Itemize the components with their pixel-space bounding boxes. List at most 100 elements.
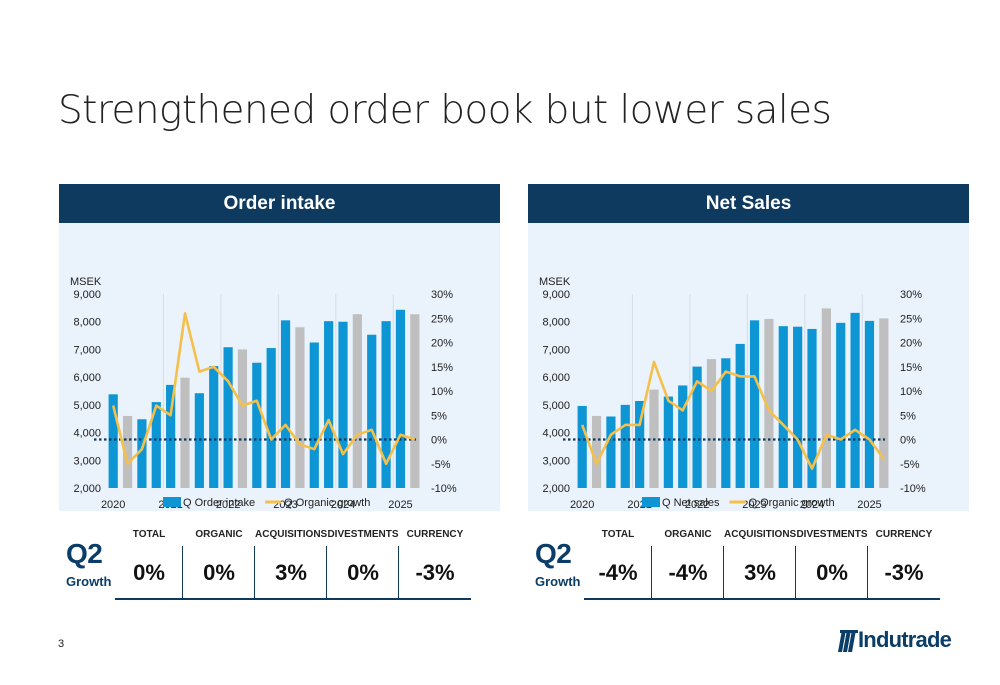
metric-value: 3% xyxy=(275,560,307,585)
y2-tick-label: 25% xyxy=(900,313,922,325)
bar xyxy=(122,415,133,488)
page-title: Strengthened order book but lower sales xyxy=(58,88,832,133)
metric-divider xyxy=(182,546,183,598)
metric-acquisitions: ACQUISITIONS 3% xyxy=(724,526,796,600)
order-intake-growth: Q2 Growth TOTAL 0% ORGANIC 0% ACQUISITIO… xyxy=(64,526,479,600)
y2-tick-label: 0% xyxy=(900,435,916,447)
y2-tick-label: 25% xyxy=(431,313,453,325)
metric-total: TOTAL 0% xyxy=(115,526,183,600)
order-intake-panel: Order intake MSEK 2,000 3,000 4,000 5,000 6,0… xyxy=(59,184,500,511)
bar xyxy=(635,400,645,488)
x-year-label: 2024 xyxy=(800,499,824,511)
bar xyxy=(591,415,602,488)
bar xyxy=(295,327,305,488)
bar xyxy=(266,348,276,488)
metric-divestments: DIVESTMENTS 0% xyxy=(327,526,399,600)
bar xyxy=(223,347,233,488)
y2-tick-label: 0% xyxy=(431,435,447,447)
bar xyxy=(577,405,587,488)
y-tick-label: 7,000 xyxy=(542,344,570,356)
bar xyxy=(735,343,745,488)
page-number: 3 xyxy=(58,638,65,650)
y2-tick-label: 20% xyxy=(900,338,922,350)
metric-organic: ORGANIC 0% xyxy=(183,526,255,600)
metric-header: ORGANIC xyxy=(664,529,712,540)
bar xyxy=(663,396,673,488)
metric-divider xyxy=(398,546,399,598)
metric-value: 0% xyxy=(133,560,165,585)
legend-line-label: Q Organic growth xyxy=(284,497,370,509)
legend-bar-label: Q Order intake xyxy=(183,497,255,509)
bar xyxy=(338,321,348,488)
x-year-label: 2020 xyxy=(101,499,125,511)
order-intake-chart-area: MSEK 2,000 3,000 4,000 5,000 6,000 7,000 8,000 9… xyxy=(59,223,500,511)
bar xyxy=(764,318,774,488)
metric-header: TOTAL xyxy=(601,529,635,540)
y-tick-label: 2,000 xyxy=(542,483,570,495)
y2-tick-label: -10% xyxy=(431,483,457,495)
metric-value: -4% xyxy=(598,560,638,585)
legend-bar-label: Q Net sales xyxy=(662,497,720,509)
metric-header: CURRENCY xyxy=(406,529,464,540)
bar xyxy=(252,362,262,488)
bar xyxy=(692,366,702,488)
bar xyxy=(137,419,147,488)
bar xyxy=(836,322,846,488)
y2-tick-label: 15% xyxy=(900,362,922,374)
y2-tick-label: -5% xyxy=(431,459,451,471)
bar xyxy=(395,309,406,488)
legend-line-label: Q Organic growth xyxy=(748,497,834,509)
x-year-label: 2024 xyxy=(331,499,355,511)
order-intake-chart: MSEK 2,000 3,000 4,000 5,000 6,000 7,000 8,000 9… xyxy=(70,276,457,511)
y-tick-label: 6,000 xyxy=(542,372,570,384)
y2-tick-label: -10% xyxy=(900,483,926,495)
bar xyxy=(280,320,291,488)
metric-divider xyxy=(723,546,724,598)
indutrade-logo: Indutrade xyxy=(836,624,952,658)
metric-divider xyxy=(795,546,796,598)
net-sales-growth: Q2 Growth TOTAL -4% ORGANIC -4% ACQUISIT… xyxy=(533,526,948,600)
y2-tick-label: 30% xyxy=(431,289,453,301)
net-sales-header: Net Sales xyxy=(528,184,969,223)
metric-divider xyxy=(326,546,327,598)
y-tick-label: 2,000 xyxy=(73,483,101,495)
y-tick-label: 8,000 xyxy=(73,317,101,329)
x-year-label: 2022 xyxy=(685,499,709,511)
metric-organic: ORGANIC -4% xyxy=(652,526,724,600)
bar xyxy=(108,394,118,488)
metric-header: TOTAL xyxy=(132,529,166,540)
net-sales-chart-area: MSEK 2,000 3,000 4,000 5,000 6,000 7,000 8,000 9… xyxy=(528,223,969,511)
legend-bar-swatch xyxy=(642,497,660,507)
y2-tick-label: 10% xyxy=(431,386,453,398)
y-axis-unit-label: MSEK xyxy=(539,276,571,288)
metric-acquisitions: ACQUISITIONS 3% xyxy=(255,526,327,600)
bar xyxy=(821,308,831,488)
y2-tick-label: 5% xyxy=(431,410,447,422)
net-sales-chart: MSEK 2,000 3,000 4,000 5,000 6,000 7,000 8,000 9… xyxy=(539,276,926,511)
metric-header: DIVESTMENTS xyxy=(327,529,399,540)
bar xyxy=(237,349,248,488)
bar xyxy=(151,402,161,488)
bar xyxy=(410,314,420,488)
metric-currency: CURRENCY -3% xyxy=(399,526,471,600)
metric-value: 0% xyxy=(203,560,235,585)
metric-value: -3% xyxy=(884,560,924,585)
growth-quarter-label: Q2 xyxy=(66,538,103,569)
x-year-label: 2020 xyxy=(570,499,594,511)
bar xyxy=(606,416,616,488)
metric-value: -3% xyxy=(415,560,455,585)
metric-divider xyxy=(254,546,255,598)
y-tick-label: 5,000 xyxy=(73,400,101,412)
x-year-label: 2025 xyxy=(857,499,881,511)
y-tick-label: 3,000 xyxy=(542,455,570,467)
y-tick-label: 9,000 xyxy=(73,289,101,301)
y-axis-unit-label: MSEK xyxy=(70,276,102,288)
metric-value: -4% xyxy=(668,560,708,585)
y-tick-label: 5,000 xyxy=(542,400,570,412)
metric-header: CURRENCY xyxy=(875,529,933,540)
y2-tick-label: 20% xyxy=(431,338,453,350)
bar xyxy=(352,314,362,488)
bar xyxy=(324,321,334,488)
bar xyxy=(721,358,731,488)
x-year-label: 2025 xyxy=(388,499,412,511)
